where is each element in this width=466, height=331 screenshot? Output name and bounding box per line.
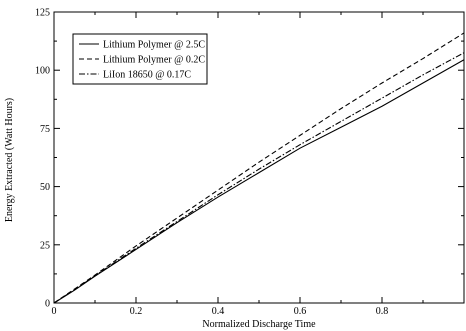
series-layer — [53, 32, 465, 304]
legend-label-3: LiIon 18650 @ 0.17C — [103, 70, 191, 81]
y-tick-label: 0 — [45, 299, 50, 310]
y-tick-label: 100 — [35, 66, 50, 77]
x-tick-label: 0.8 — [376, 306, 389, 317]
y-tick-label: 50 — [40, 182, 50, 193]
legend: Lithium Polymer @ 2.5C Lithium Polymer @ … — [72, 33, 208, 85]
legend-label-2: Lithium Polymer @ 0.2C — [103, 55, 205, 66]
y-tick-label: 25 — [40, 240, 50, 251]
series-line-2 — [53, 32, 465, 304]
axes-layer: 0 0.2 0.4 0.6 0.8 0 25 50 75 100 125 — [35, 8, 464, 317]
x-axis-title: Normalized Discharge Time — [202, 319, 316, 330]
y-tick-label: 75 — [40, 124, 50, 135]
x-tick-label: 0.4 — [212, 306, 225, 317]
series-line-3 — [53, 52, 465, 304]
legend-label-1: Lithium Polymer @ 2.5C — [103, 40, 205, 51]
y-axis-title: Energy Extracted (Watt Hours) — [4, 98, 15, 222]
x-tick-label: 0.6 — [294, 306, 307, 317]
x-tick-label: 0.2 — [130, 306, 143, 317]
y-tick-label: 125 — [35, 8, 50, 19]
x-tick-label: 0 — [52, 306, 57, 317]
series-line-1 — [53, 59, 465, 304]
